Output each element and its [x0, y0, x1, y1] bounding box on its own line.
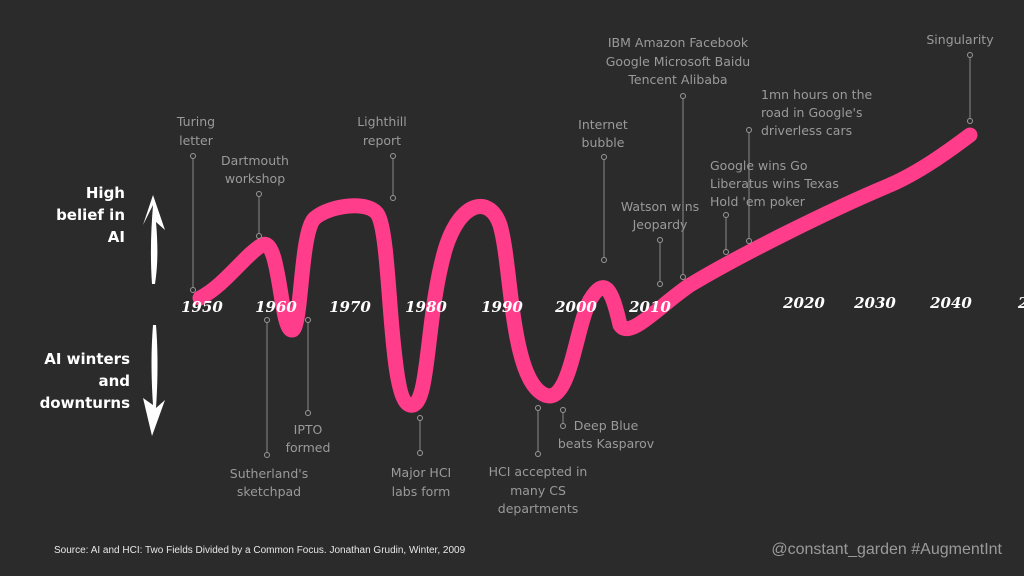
svg-text:Lighthill: Lighthill: [357, 114, 407, 129]
svg-text:Jeopardy: Jeopardy: [632, 217, 688, 232]
event-turing: Turing letter: [176, 114, 215, 293]
event-internet: Internet bubble: [578, 117, 628, 263]
year-label: 1960: [255, 298, 297, 316]
year-label: 1970: [329, 298, 371, 316]
event-sutherland: Sutherland's sketchpad: [230, 317, 308, 499]
event-ipto: IPTO formed: [286, 317, 331, 455]
event-major-hci: Major HCI labs form: [391, 415, 452, 499]
svg-text:driverless cars: driverless cars: [761, 123, 852, 138]
year-label: 2010: [628, 298, 671, 316]
svg-text:Deep Blue: Deep Blue: [574, 418, 639, 433]
hashtag-credit: @constant_garden #AugmentInt: [771, 541, 1002, 558]
svg-text:HCI accepted in: HCI accepted in: [489, 464, 588, 479]
year-label: 1950: [181, 298, 223, 316]
year-label: 2040: [929, 294, 972, 312]
event-lighthill: Lighthill report: [357, 114, 407, 201]
svg-text:Liberatus wins Texas: Liberatus wins Texas: [710, 176, 839, 191]
svg-text:AI winters: AI winters: [44, 350, 130, 368]
svg-text:sketchpad: sketchpad: [237, 484, 301, 499]
svg-text:Tencent Alibaba: Tencent Alibaba: [627, 72, 727, 87]
svg-text:Sutherland's: Sutherland's: [230, 466, 308, 481]
event-driverless: 1mn hours on the road in Google's driver…: [746, 87, 873, 244]
svg-text:belief in: belief in: [56, 206, 125, 224]
year-label: 1990: [481, 298, 523, 316]
event-singularity: Singularity: [926, 32, 994, 124]
svg-text:Hold 'em poker: Hold 'em poker: [710, 194, 806, 209]
svg-text:workshop: workshop: [225, 171, 285, 186]
year-label: 2000: [554, 298, 597, 316]
event-hci-accepted: HCI accepted in many CS departments: [489, 405, 588, 516]
event-dartmouth: Dartmouth workshop: [221, 153, 289, 239]
source-citation: Source: AI and HCI: Two Fields Divided b…: [54, 545, 466, 556]
svg-text:beats Kasparov: beats Kasparov: [558, 436, 655, 451]
svg-text:downturns: downturns: [40, 394, 131, 412]
belief-curve: [192, 127, 978, 413]
svg-text:AI: AI: [108, 228, 125, 246]
svg-text:departments: departments: [498, 501, 578, 516]
down-arrow-icon: [143, 325, 165, 436]
svg-text:many CS: many CS: [510, 483, 566, 498]
svg-text:Major HCI: Major HCI: [391, 465, 452, 480]
svg-text:Google Microsoft Baidu: Google Microsoft Baidu: [606, 54, 750, 69]
event-watson: Watson wins Jeopardy: [621, 199, 699, 287]
svg-text:Singularity: Singularity: [926, 32, 994, 47]
event-companies: IBM Amazon Facebook Google Microsoft Bai…: [606, 35, 750, 280]
svg-text:High: High: [86, 184, 125, 202]
svg-text:report: report: [363, 133, 401, 148]
event-deep-blue: Deep Blue beats Kasparov: [558, 407, 655, 451]
year-label: 2030: [853, 294, 896, 312]
svg-text:IPTO: IPTO: [294, 422, 323, 437]
year-label: 20: [1017, 294, 1024, 312]
year-label: 2020: [782, 294, 825, 312]
svg-text:Internet: Internet: [578, 117, 628, 132]
year-label: 1980: [405, 298, 447, 316]
svg-text:bubble: bubble: [582, 135, 625, 150]
svg-text:and: and: [98, 372, 130, 390]
svg-text:IBM Amazon Facebook: IBM Amazon Facebook: [608, 35, 749, 50]
svg-text:Watson wins: Watson wins: [621, 199, 699, 214]
event-go-poker: Google wins Go Liberatus wins Texas Hold…: [710, 158, 839, 255]
up-arrow-icon: [143, 195, 165, 284]
year-axis: 1950 1960 1970 1980 1990 2000 2010 2020 …: [181, 294, 1024, 316]
svg-text:Turing: Turing: [176, 114, 215, 129]
svg-text:Dartmouth: Dartmouth: [221, 153, 289, 168]
high-belief-label: High belief in AI: [56, 184, 125, 246]
svg-text:letter: letter: [179, 133, 214, 148]
ai-winters-label: AI winters and downturns: [40, 350, 131, 412]
svg-text:formed: formed: [286, 440, 331, 455]
svg-text:road in Google's: road in Google's: [761, 105, 862, 120]
svg-text:Google wins Go: Google wins Go: [710, 158, 808, 173]
svg-text:labs form: labs form: [392, 484, 451, 499]
svg-text:1mn hours on the: 1mn hours on the: [761, 87, 873, 102]
